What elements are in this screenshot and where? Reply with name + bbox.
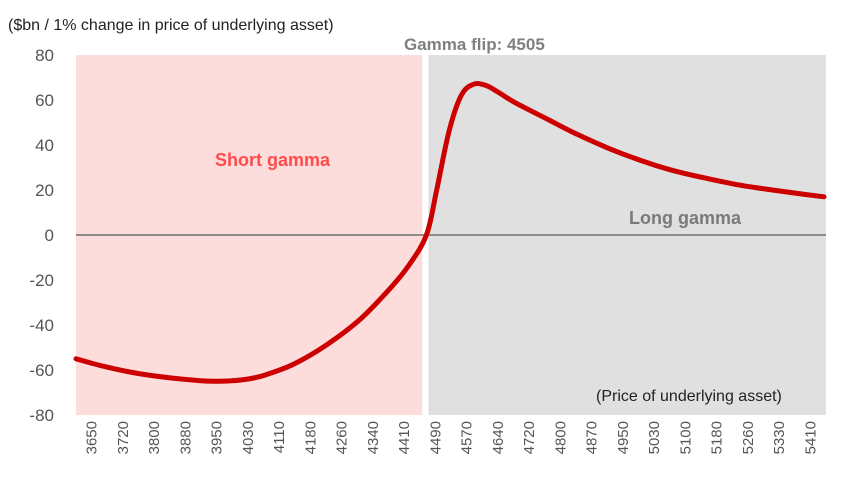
y-tick-label: 40 <box>35 136 54 155</box>
x-tick-label: 4570 <box>459 421 476 454</box>
y-tick-label: -20 <box>29 271 54 290</box>
gamma-exposure-line <box>73 81 827 384</box>
x-tick-label: 3880 <box>177 421 194 454</box>
x-tick-label: 5330 <box>771 421 788 454</box>
short-gamma-label: Short gamma <box>215 150 331 170</box>
x-axis-label: (Price of underlying asset) <box>596 388 782 405</box>
y-axis-ticks: 80 60 40 20 0 -20 -40 -60 -80 <box>29 46 54 425</box>
x-tick-label: 3720 <box>115 421 132 454</box>
x-tick-label: 5410 <box>802 421 819 454</box>
gamma-flip-annotation: Gamma flip: 4505 <box>404 35 545 54</box>
x-tick-label: 4490 <box>427 421 444 454</box>
x-tick-label: 4260 <box>334 421 351 454</box>
x-tick-label: 4180 <box>302 421 319 454</box>
y-tick-label: -60 <box>29 361 54 380</box>
x-axis-ticks: 3650 3720 3800 3880 3950 4030 4110 4180 4260 4340… <box>84 421 820 454</box>
x-tick-label: 5100 <box>677 421 694 454</box>
x-tick-label: 4340 <box>365 421 382 454</box>
y-tick-label: 60 <box>35 91 54 110</box>
y-tick-label: 0 <box>45 226 54 245</box>
series-group <box>73 81 827 384</box>
x-tick-label: 3950 <box>209 421 226 454</box>
x-tick-label: 4410 <box>396 421 413 454</box>
x-tick-label: 5260 <box>740 421 757 454</box>
x-tick-label: 4950 <box>615 421 632 454</box>
y-tick-label: -40 <box>29 316 54 335</box>
x-tick-label: 4110 <box>271 421 288 453</box>
x-tick-label: 3800 <box>146 421 163 454</box>
x-tick-label: 4720 <box>521 421 538 454</box>
x-tick-label: 3650 <box>84 421 101 454</box>
x-tick-label: 5180 <box>709 421 726 454</box>
y-axis-label: ($bn / 1% change in price of underlying … <box>8 17 334 34</box>
x-tick-label: 5030 <box>646 421 663 454</box>
x-tick-label: 4640 <box>490 421 507 454</box>
x-tick-label: 4030 <box>240 421 257 454</box>
y-tick-label: 20 <box>35 181 54 200</box>
x-tick-label: 4870 <box>584 421 601 454</box>
x-tick-label: 4800 <box>552 421 569 454</box>
y-tick-label: 80 <box>35 46 54 65</box>
long-gamma-label: Long gamma <box>629 208 742 228</box>
y-tick-label: -80 <box>29 406 54 425</box>
